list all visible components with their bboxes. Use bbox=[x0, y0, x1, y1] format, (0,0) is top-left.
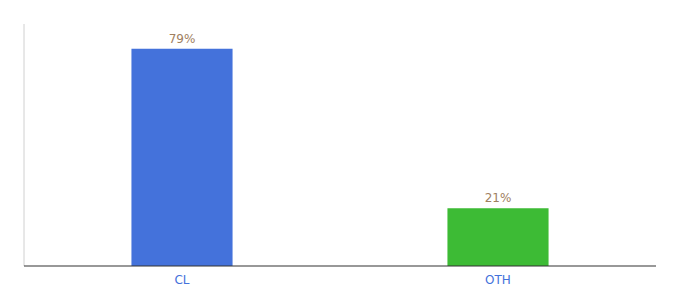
data-label: 21% bbox=[485, 191, 512, 205]
bar bbox=[447, 208, 548, 266]
bars bbox=[131, 49, 548, 266]
data-label: 79% bbox=[169, 32, 196, 46]
x-axis-line bbox=[24, 265, 656, 266]
x-tick-label: OTH bbox=[485, 273, 511, 287]
chart-container: CL OTH 79% 21% bbox=[0, 0, 680, 300]
bar bbox=[131, 49, 232, 266]
x-tick-label: CL bbox=[174, 273, 189, 287]
chart-svg: CL OTH 79% 21% bbox=[0, 0, 680, 300]
y-range-line bbox=[24, 24, 25, 266]
